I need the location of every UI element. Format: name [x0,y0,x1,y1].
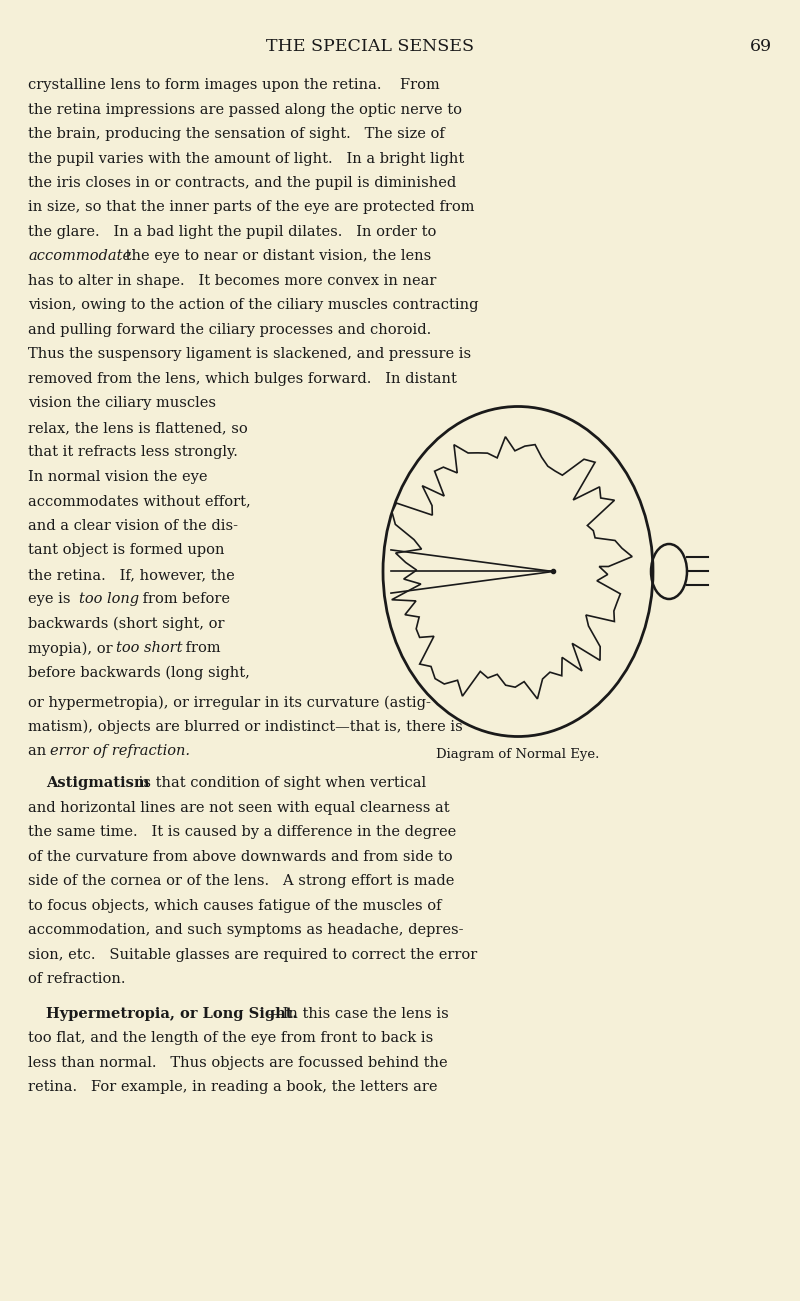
Text: accommodates without effort,: accommodates without effort, [28,494,250,509]
Text: too short: too short [115,641,182,656]
Text: retina.   For example, in reading a book, the letters are: retina. For example, in reading a book, … [28,1080,438,1094]
Text: and pulling forward the ciliary processes and choroid.: and pulling forward the ciliary processe… [28,323,431,337]
Text: or hypermetropia), or irregular in its curvature (astig-: or hypermetropia), or irregular in its c… [28,696,431,710]
Text: from before: from before [138,592,230,606]
Text: the eye to near or distant vision, the lens: the eye to near or distant vision, the l… [121,250,431,264]
Text: is that condition of sight when vertical: is that condition of sight when vertical [134,777,426,790]
Text: accommodation, and such symptoms as headache, depres-: accommodation, and such symptoms as head… [28,924,463,937]
Text: myopia), or: myopia), or [28,641,118,656]
Text: that it refracts less strongly.: that it refracts less strongly. [28,445,238,459]
Text: relax, the lens is flattened, so: relax, the lens is flattened, so [28,422,248,435]
Text: Thus the suspensory ligament is slackened, and pressure is: Thus the suspensory ligament is slackene… [28,347,471,362]
Text: Astigmatism: Astigmatism [46,777,150,790]
Text: too flat, and the length of the eye from front to back is: too flat, and the length of the eye from… [28,1032,434,1045]
Text: the brain, producing the sensation of sight.   The size of: the brain, producing the sensation of si… [28,127,445,141]
Text: removed from the lens, which bulges forward.   In distant: removed from the lens, which bulges forw… [28,372,457,386]
Text: less than normal.   Thus objects are focussed behind the: less than normal. Thus objects are focus… [28,1055,448,1069]
Text: Diagram of Normal Eye.: Diagram of Normal Eye. [436,748,600,761]
Text: backwards (short sight, or: backwards (short sight, or [28,617,225,631]
Text: eye is: eye is [28,592,75,606]
Text: the pupil varies with the amount of light.   In a bright light: the pupil varies with the amount of ligh… [28,151,464,165]
Text: error of refraction.: error of refraction. [50,744,190,758]
Polygon shape [392,437,632,699]
Text: from: from [182,641,221,656]
Text: vision the ciliary muscles: vision the ciliary muscles [28,397,216,411]
Text: accommodate: accommodate [28,250,131,264]
Text: the same time.   It is caused by a difference in the degree: the same time. It is caused by a differe… [28,825,456,839]
Text: the retina.   If, however, the: the retina. If, however, the [28,569,234,582]
Text: to focus objects, which causes fatigue of the muscles of: to focus objects, which causes fatigue o… [28,899,442,913]
Text: the retina impressions are passed along the optic nerve to: the retina impressions are passed along … [28,103,462,117]
Text: the iris closes in or contracts, and the pupil is diminished: the iris closes in or contracts, and the… [28,176,456,190]
Text: in size, so that the inner parts of the eye are protected from: in size, so that the inner parts of the … [28,200,474,215]
Text: too long: too long [79,592,139,606]
Text: In normal vision the eye: In normal vision the eye [28,470,207,484]
Text: of the curvature from above downwards and from side to: of the curvature from above downwards an… [28,850,453,864]
Text: 69: 69 [750,38,772,55]
Text: tant object is formed upon: tant object is formed upon [28,544,225,558]
Text: THE SPECIAL SENSES: THE SPECIAL SENSES [266,38,474,55]
Text: an: an [28,744,51,758]
Text: —In this case the lens is: —In this case the lens is [268,1007,449,1021]
Text: has to alter in shape.   It becomes more convex in near: has to alter in shape. It becomes more c… [28,275,436,288]
Text: and a clear vision of the dis-: and a clear vision of the dis- [28,519,238,533]
Text: vision, owing to the action of the ciliary muscles contracting: vision, owing to the action of the cilia… [28,298,478,312]
Text: sion, etc.   Suitable glasses are required to correct the error: sion, etc. Suitable glasses are required… [28,948,478,961]
Text: matism), objects are blurred or indistinct—that is, there is: matism), objects are blurred or indistin… [28,719,462,734]
Text: before backwards (long sight,: before backwards (long sight, [28,666,250,680]
Text: the glare.   In a bad light the pupil dilates.   In order to: the glare. In a bad light the pupil dila… [28,225,436,239]
Text: and horizontal lines are not seen with equal clearness at: and horizontal lines are not seen with e… [28,801,450,814]
Text: crystalline lens to form images upon the retina.    From: crystalline lens to form images upon the… [28,78,440,92]
Text: of refraction.: of refraction. [28,972,126,986]
Text: side of the cornea or of the lens.   A strong effort is made: side of the cornea or of the lens. A str… [28,874,454,889]
Text: Hypermetropia, or Long Sight.: Hypermetropia, or Long Sight. [46,1007,298,1021]
